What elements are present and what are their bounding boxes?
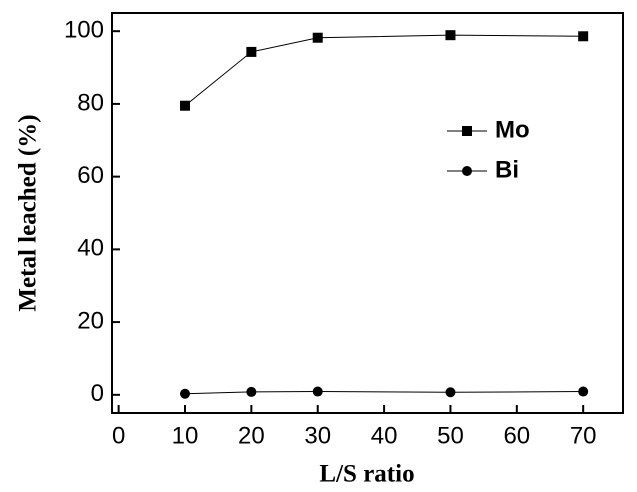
data-point	[246, 386, 257, 397]
x-tick-label: 30	[304, 422, 331, 449]
y-tick-label: 60	[77, 162, 104, 189]
data-point	[578, 386, 589, 397]
y-axis-label: Metal leached (%)	[15, 114, 42, 311]
y-tick-label: 20	[77, 307, 104, 334]
data-point	[180, 388, 190, 399]
y-tick-label: 100	[64, 17, 104, 44]
x-tick-label: 10	[172, 422, 199, 449]
data-point	[312, 386, 323, 397]
data-point	[445, 30, 456, 41]
y-tick-label: 40	[77, 235, 104, 262]
data-point	[180, 100, 190, 111]
x-axis-label: L/S ratio	[319, 461, 414, 488]
legend-label: Bi	[495, 156, 519, 183]
series-line	[184, 34, 584, 107]
data-point	[578, 31, 589, 42]
data-point	[312, 32, 323, 43]
x-tick-label: 60	[503, 422, 530, 449]
x-tick-label: 70	[570, 422, 597, 449]
data-point	[445, 387, 456, 398]
plot-frame	[111, 12, 624, 414]
data-point	[246, 46, 257, 57]
y-tick-label: 0	[91, 380, 104, 407]
y-tick-label: 80	[77, 89, 104, 116]
legend-marker	[462, 166, 472, 176]
series-line	[184, 391, 584, 395]
x-tick-label: 20	[238, 422, 265, 449]
x-tick-label: 50	[437, 422, 464, 449]
legend-marker	[462, 126, 472, 136]
x-tick-label: 40	[371, 422, 398, 449]
legend-label: Mo	[495, 116, 530, 143]
x-tick-label: 0	[112, 422, 125, 449]
